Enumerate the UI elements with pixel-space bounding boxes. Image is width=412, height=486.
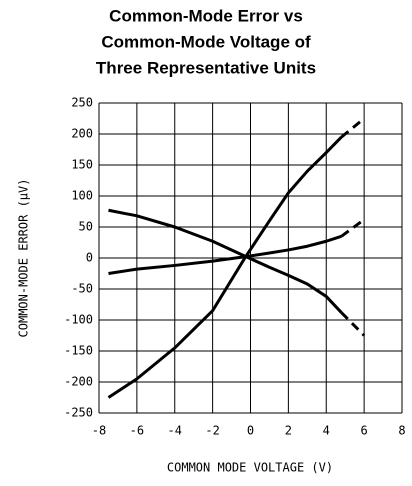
y-tick-label: -150 <box>64 344 93 358</box>
series-line <box>108 208 343 314</box>
y-tick-label: 200 <box>71 127 93 141</box>
series-line <box>107 136 343 399</box>
x-tick-label: 0 <box>247 424 254 438</box>
series-line <box>340 311 366 337</box>
chart-title: Common-Mode Error vs <box>109 6 303 25</box>
x-tick-label: -8 <box>92 424 106 438</box>
x-tick-label: 4 <box>323 424 330 438</box>
x-tick-label: 6 <box>361 424 368 438</box>
x-tick-label: 2 <box>285 424 292 438</box>
y-tick-label: -250 <box>64 406 93 420</box>
series-line <box>340 218 366 238</box>
chart-title: Three Representative Units <box>96 58 316 77</box>
x-tick-label: -2 <box>205 424 219 438</box>
y-tick-label: 50 <box>79 220 93 234</box>
x-tick-label: 8 <box>398 424 405 438</box>
chart-title: Common-Mode Voltage of <box>101 32 311 51</box>
y-tick-label: 150 <box>71 158 93 172</box>
x-tick-label: -6 <box>130 424 144 438</box>
series-line <box>340 117 366 139</box>
y-tick-label: -50 <box>71 282 93 296</box>
series-line <box>108 234 342 275</box>
y-tick-label: 250 <box>71 96 93 110</box>
y-tick-label: -200 <box>64 375 93 389</box>
y-axis-label: COMMON-MODE ERROR (μV) <box>17 179 31 338</box>
y-tick-label: 0 <box>86 251 93 265</box>
y-tick-label: -100 <box>64 313 93 327</box>
y-tick-label: 100 <box>71 189 93 203</box>
x-tick-label: -4 <box>168 424 182 438</box>
x-axis-label: COMMON MODE VOLTAGE (V) <box>167 461 333 475</box>
